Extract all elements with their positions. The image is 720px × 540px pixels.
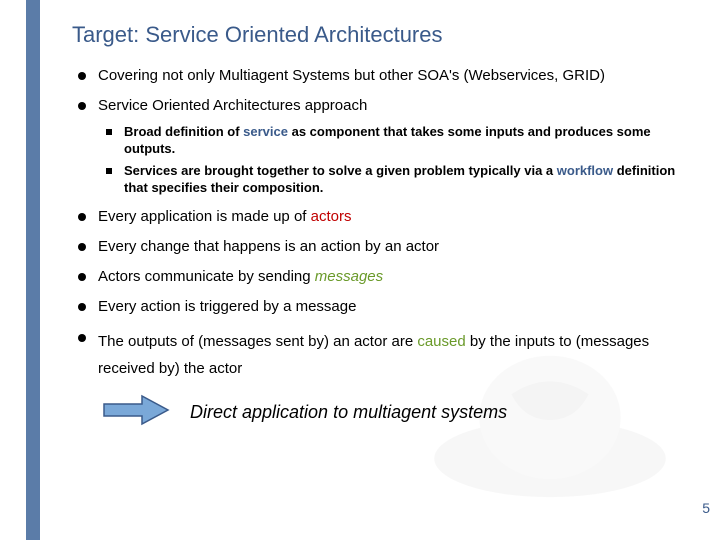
- bullet-text: Service Oriented Architectures approach: [98, 97, 367, 114]
- sub-bullet-list: Broad definition of service as component…: [98, 123, 692, 197]
- bullet-item: Every action is triggered by a message: [72, 297, 692, 317]
- sub-bullet-item: Services are brought together to solve a…: [98, 162, 692, 197]
- keyword-actors: actors: [311, 208, 352, 225]
- slide-title: Target: Service Oriented Architectures: [72, 22, 692, 48]
- bullet-list: Covering not only Multiagent Systems but…: [72, 66, 692, 382]
- bullet-item: Covering not only Multiagent Systems but…: [72, 66, 692, 86]
- keyword-service: service: [243, 124, 288, 139]
- keyword-workflow: workflow: [557, 163, 613, 178]
- bullet-item: Actors communicate by sending messages: [72, 267, 692, 287]
- sidebar-accent-bar: [26, 0, 40, 540]
- bullet-item: The outputs of (messages sent by) an act…: [72, 328, 692, 382]
- bullet-text: Every action is triggered by a message: [98, 298, 356, 315]
- keyword-messages: messages: [315, 268, 383, 285]
- arrow-icon: [102, 394, 172, 431]
- bullet-text: Covering not only Multiagent Systems but…: [98, 67, 605, 84]
- bullet-item: Every application is made up of actors: [72, 207, 692, 227]
- bullet-text: Every change that happens is an action b…: [98, 238, 439, 255]
- keyword-caused: caused: [417, 333, 465, 350]
- slide-content: Target: Service Oriented Architectures C…: [72, 22, 692, 431]
- sidebar-label: EU PROVENANCE: [0, 0, 3, 263]
- sub-bullet-item: Broad definition of service as component…: [98, 123, 692, 158]
- bullet-item: Every change that happens is an action b…: [72, 237, 692, 257]
- page-number: 5: [702, 500, 710, 516]
- conclusion-row: Direct application to multiagent systems: [72, 394, 692, 431]
- bullet-item: Service Oriented Architectures approach …: [72, 96, 692, 196]
- conclusion-text: Direct application to multiagent systems: [190, 402, 507, 423]
